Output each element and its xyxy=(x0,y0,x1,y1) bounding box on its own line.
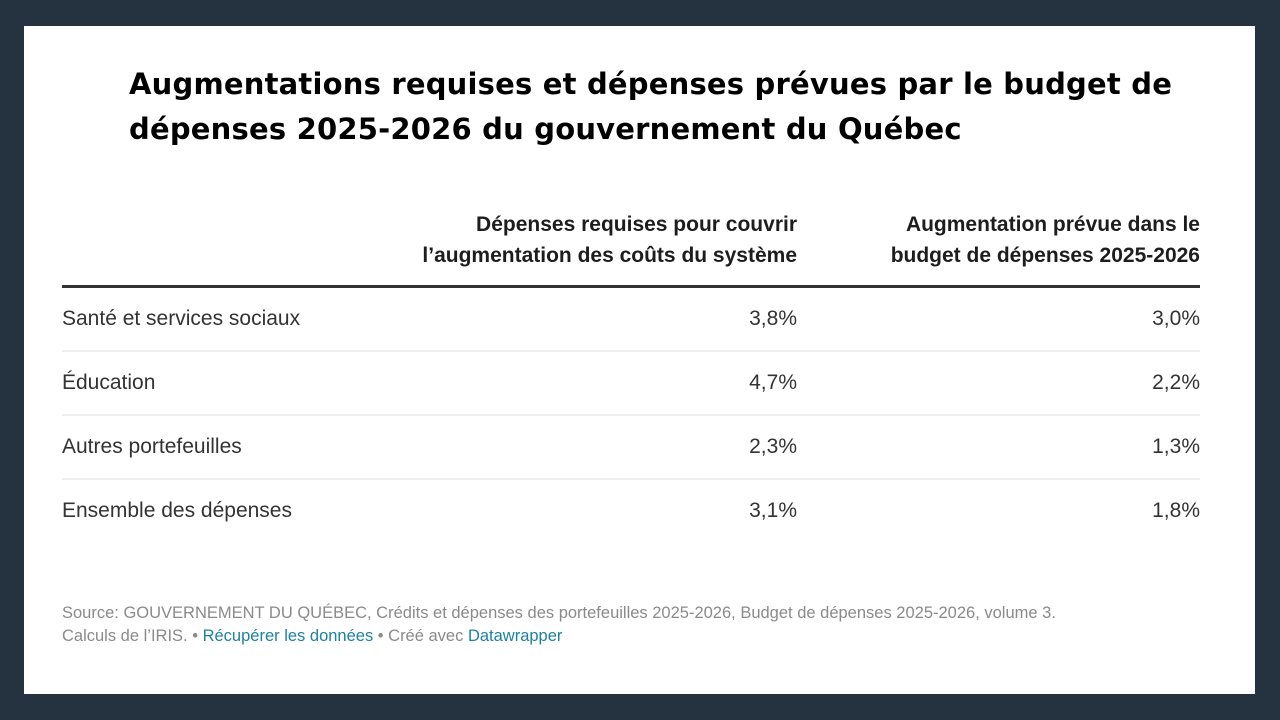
cell-required: 2,3% xyxy=(402,415,797,480)
get-data-link[interactable]: Récupérer les données xyxy=(202,627,374,645)
header-empty xyxy=(62,209,402,288)
cell-required: 3,8% xyxy=(402,286,797,352)
cell-planned: 3,0% xyxy=(797,286,1200,352)
row-label: Autres portefeuilles xyxy=(62,415,402,480)
header-required-spending[interactable]: Dépenses requises pour couvrir l’augment… xyxy=(402,209,797,288)
chart-footer: Source: GOUVERNEMENT DU QUÉBEC, Crédits … xyxy=(62,602,1212,648)
source-note: Source: GOUVERNEMENT DU QUÉBEC, Crédits … xyxy=(62,604,1056,622)
data-table: Dépenses requises pour couvrir l’augment… xyxy=(62,209,1200,542)
calc-note: Calculs de l’IRIS. xyxy=(62,627,188,645)
cell-planned: 1,8% xyxy=(1152,499,1200,522)
header-planned-increase[interactable]: Augmentation prévue dans le budget de dé… xyxy=(797,209,1200,288)
footer-line-2: Calculs de l’IRIS. • Récupérer les donné… xyxy=(62,625,1212,648)
header-required-spending-label: Dépenses requises pour couvrir l’augment… xyxy=(422,213,797,267)
row-label: Éducation xyxy=(62,351,402,416)
data-table-container: Dépenses requises pour couvrir l’augment… xyxy=(62,209,1200,542)
separator-dot: • xyxy=(187,627,203,645)
chart-title: Augmentations requises et dépenses prévu… xyxy=(129,67,1173,146)
table-header-row: Dépenses requises pour couvrir l’augment… xyxy=(62,209,1200,288)
cell-planned: 1,3% xyxy=(797,415,1200,480)
chart-card: Augmentations requises et dépenses prévu… xyxy=(24,26,1255,694)
cell-required: 4,7% xyxy=(402,351,797,416)
created-with-text: • Créé avec xyxy=(373,627,468,645)
row-label: Ensemble des dépenses xyxy=(62,499,292,522)
header-planned-increase-label: Augmentation prévue dans le budget de dé… xyxy=(890,213,1200,267)
table-row: Éducation 4,7% 2,2% xyxy=(62,351,1200,416)
table-row: Autres portefeuilles 2,3% 1,3% xyxy=(62,415,1200,480)
row-label: Santé et services sociaux xyxy=(62,286,402,352)
datawrapper-link[interactable]: Datawrapper xyxy=(467,627,563,645)
cell-required: 3,1% xyxy=(749,499,797,522)
cell-planned: 2,2% xyxy=(797,351,1200,416)
table-row: Ensemble des dépenses 3,1% 1,8% xyxy=(62,479,1200,542)
table-row: Santé et services sociaux 3,8% 3,0% xyxy=(62,286,1200,352)
